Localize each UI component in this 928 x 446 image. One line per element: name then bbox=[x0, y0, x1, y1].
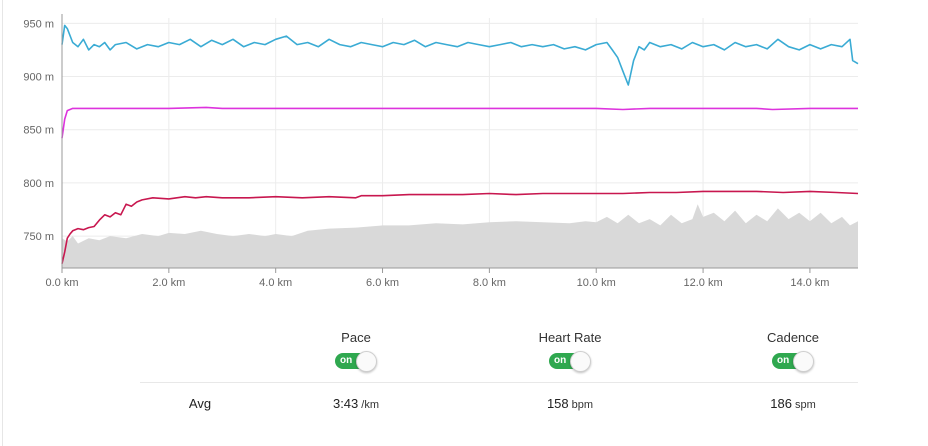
heart-rate-control: Heart Rate on bbox=[500, 330, 640, 376]
heart-rate-toggle-knob bbox=[570, 351, 591, 372]
axes bbox=[61, 14, 858, 273]
x-tick-label: 10.0 km bbox=[577, 277, 616, 289]
cadence-toggle-knob bbox=[793, 351, 814, 372]
pace-line bbox=[61, 24, 859, 86]
pace-toggle-knob bbox=[356, 351, 377, 372]
stats-divider bbox=[140, 382, 858, 383]
x-tick-label: 14.0 km bbox=[790, 277, 829, 289]
x-tick-label: 4.0 km bbox=[259, 277, 292, 289]
cadence-label: Cadence bbox=[766, 330, 820, 345]
y-tick-label: 850 m bbox=[23, 125, 54, 137]
heart-rate-toggle[interactable]: on bbox=[549, 351, 591, 372]
cadence-toggle[interactable]: on bbox=[772, 351, 814, 372]
x-tick-label: 2.0 km bbox=[152, 277, 185, 289]
avg-row: Avg 3:43/km 158 bpm 186 spm bbox=[0, 396, 928, 416]
avg-pace-unit: /km bbox=[361, 399, 380, 411]
cadence-line bbox=[61, 106, 858, 139]
heart-rate-toggle-text: on bbox=[554, 355, 567, 366]
pace-toggle[interactable]: on bbox=[335, 351, 377, 372]
pace-toggle-text: on bbox=[340, 355, 353, 366]
avg-label: Avg bbox=[188, 396, 212, 411]
series-toggles: Pace on Heart Rate on Cadence on bbox=[0, 330, 928, 390]
avg-cadence-value: 186 bbox=[770, 396, 792, 411]
panel-border bbox=[2, 0, 3, 446]
elevation-chart: 750 m 800 m 850 m 900 m 950 m 0.0 km 2.0 km 4.0… bbox=[23, 14, 859, 289]
avg-heart-rate: 158 bpm bbox=[500, 396, 640, 411]
series-layer bbox=[61, 24, 859, 268]
x-tick-label: 8.0 km bbox=[473, 277, 506, 289]
tick-labels: 750 m 800 m 850 m 900 m 950 m 0.0 km 2.0 km 4.0… bbox=[23, 18, 829, 289]
x-tick-label: 6.0 km bbox=[366, 277, 399, 289]
avg-cadence: 186 spm bbox=[723, 396, 863, 411]
avg-heart-rate-value: 158 bbox=[546, 396, 569, 411]
avg-pace: 3:43/km bbox=[286, 396, 426, 411]
y-tick-label: 950 m bbox=[23, 18, 54, 30]
y-tick-label: 750 m bbox=[23, 231, 54, 243]
elevation-area bbox=[62, 204, 858, 268]
heart-rate-label: Heart Rate bbox=[538, 330, 602, 345]
avg-heart-rate-unit: bpm bbox=[571, 399, 594, 411]
y-tick-label: 900 m bbox=[23, 72, 54, 84]
heart-rate-line bbox=[61, 190, 859, 264]
pace-control: Pace on bbox=[286, 330, 426, 376]
x-tick-label: 12.0 km bbox=[684, 277, 723, 289]
pace-label: Pace bbox=[341, 330, 371, 345]
cadence-toggle-text: on bbox=[777, 355, 790, 366]
avg-cadence-unit: spm bbox=[794, 399, 816, 411]
avg-pace-value: 3:43 bbox=[332, 396, 359, 411]
y-tick-label: 800 m bbox=[23, 178, 54, 190]
cadence-control: Cadence on bbox=[723, 330, 863, 376]
x-tick-label: 0.0 km bbox=[45, 277, 78, 289]
